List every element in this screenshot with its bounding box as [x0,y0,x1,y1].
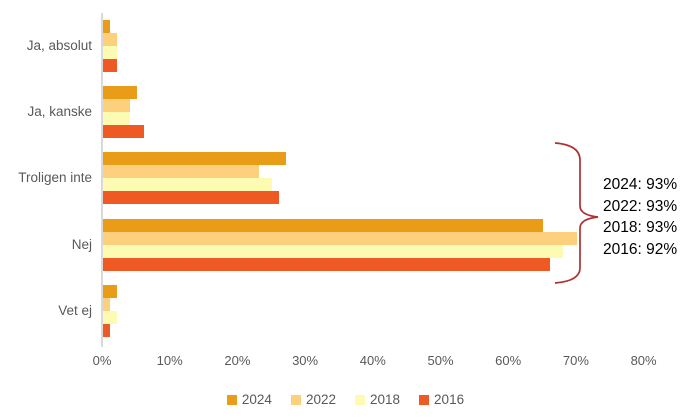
bar-2016 [103,59,117,72]
bar-2022 [103,99,131,113]
bar-2016 [103,257,550,271]
x-tick-label: 70% [562,353,589,368]
bar-2016 [103,125,144,139]
category-label: Ja, kanske [27,104,92,120]
bar-2024 [103,86,137,100]
legend-label: 2024 [241,392,272,407]
category-label: Ja, absolut [26,38,92,53]
x-tick-label: 0% [92,353,112,368]
bar-2016 [103,191,280,205]
legend: 2024 2022 2018 2016 [0,392,691,407]
annotation-line: 2016: 92% [603,241,678,259]
bar-2022 [103,33,117,46]
bar-2016 [103,323,110,337]
bar-2018 [103,112,131,126]
bar-2024 [103,218,544,232]
y-axis-line [101,13,103,347]
legend-label: 2018 [370,392,401,407]
annotation-line: 2024: 93% [603,176,678,193]
bar-2018 [103,310,117,324]
annotation-text: 2024: 93% 2022: 93% 2018: 93% 2016: 92% [603,174,677,261]
legend-swatch-icon [226,394,237,405]
legend-swatch-icon [355,394,365,405]
category-label: Vet ej [58,302,92,318]
bar-2022 [103,231,577,245]
bar-2024 [103,152,286,166]
x-tick-label: 50% [427,353,454,368]
bar-2024 [103,20,110,33]
annotation-line: 2022: 93% [603,197,678,215]
x-tick-label: 10% [156,353,183,368]
legend-item: 2024 [226,392,272,407]
bar-2022 [103,165,259,179]
bar-2024 [103,284,117,298]
legend-item: 2022 [290,392,336,407]
legend-swatch-icon [419,394,430,405]
x-tick-label: 80% [630,353,657,368]
x-tick-label: 60% [495,353,522,368]
bar-2018 [103,46,117,59]
x-tick-label: 30% [292,353,319,368]
x-tick-label: 40% [359,353,386,368]
legend-swatch-icon [290,394,301,405]
legend-label: 2022 [305,392,336,407]
legend-item: 2016 [419,392,464,407]
bar-2018 [103,244,564,258]
category-label: Troligen inte [18,170,92,186]
category-label: Nej [71,236,92,252]
legend-item: 2018 [355,392,400,407]
legend-label: 2016 [434,392,465,407]
bar-2018 [103,178,273,192]
annotation-line: 2018: 93% [603,219,678,237]
x-tick-label: 20% [224,353,251,368]
bar-2022 [103,297,110,311]
brace-icon [554,142,599,284]
